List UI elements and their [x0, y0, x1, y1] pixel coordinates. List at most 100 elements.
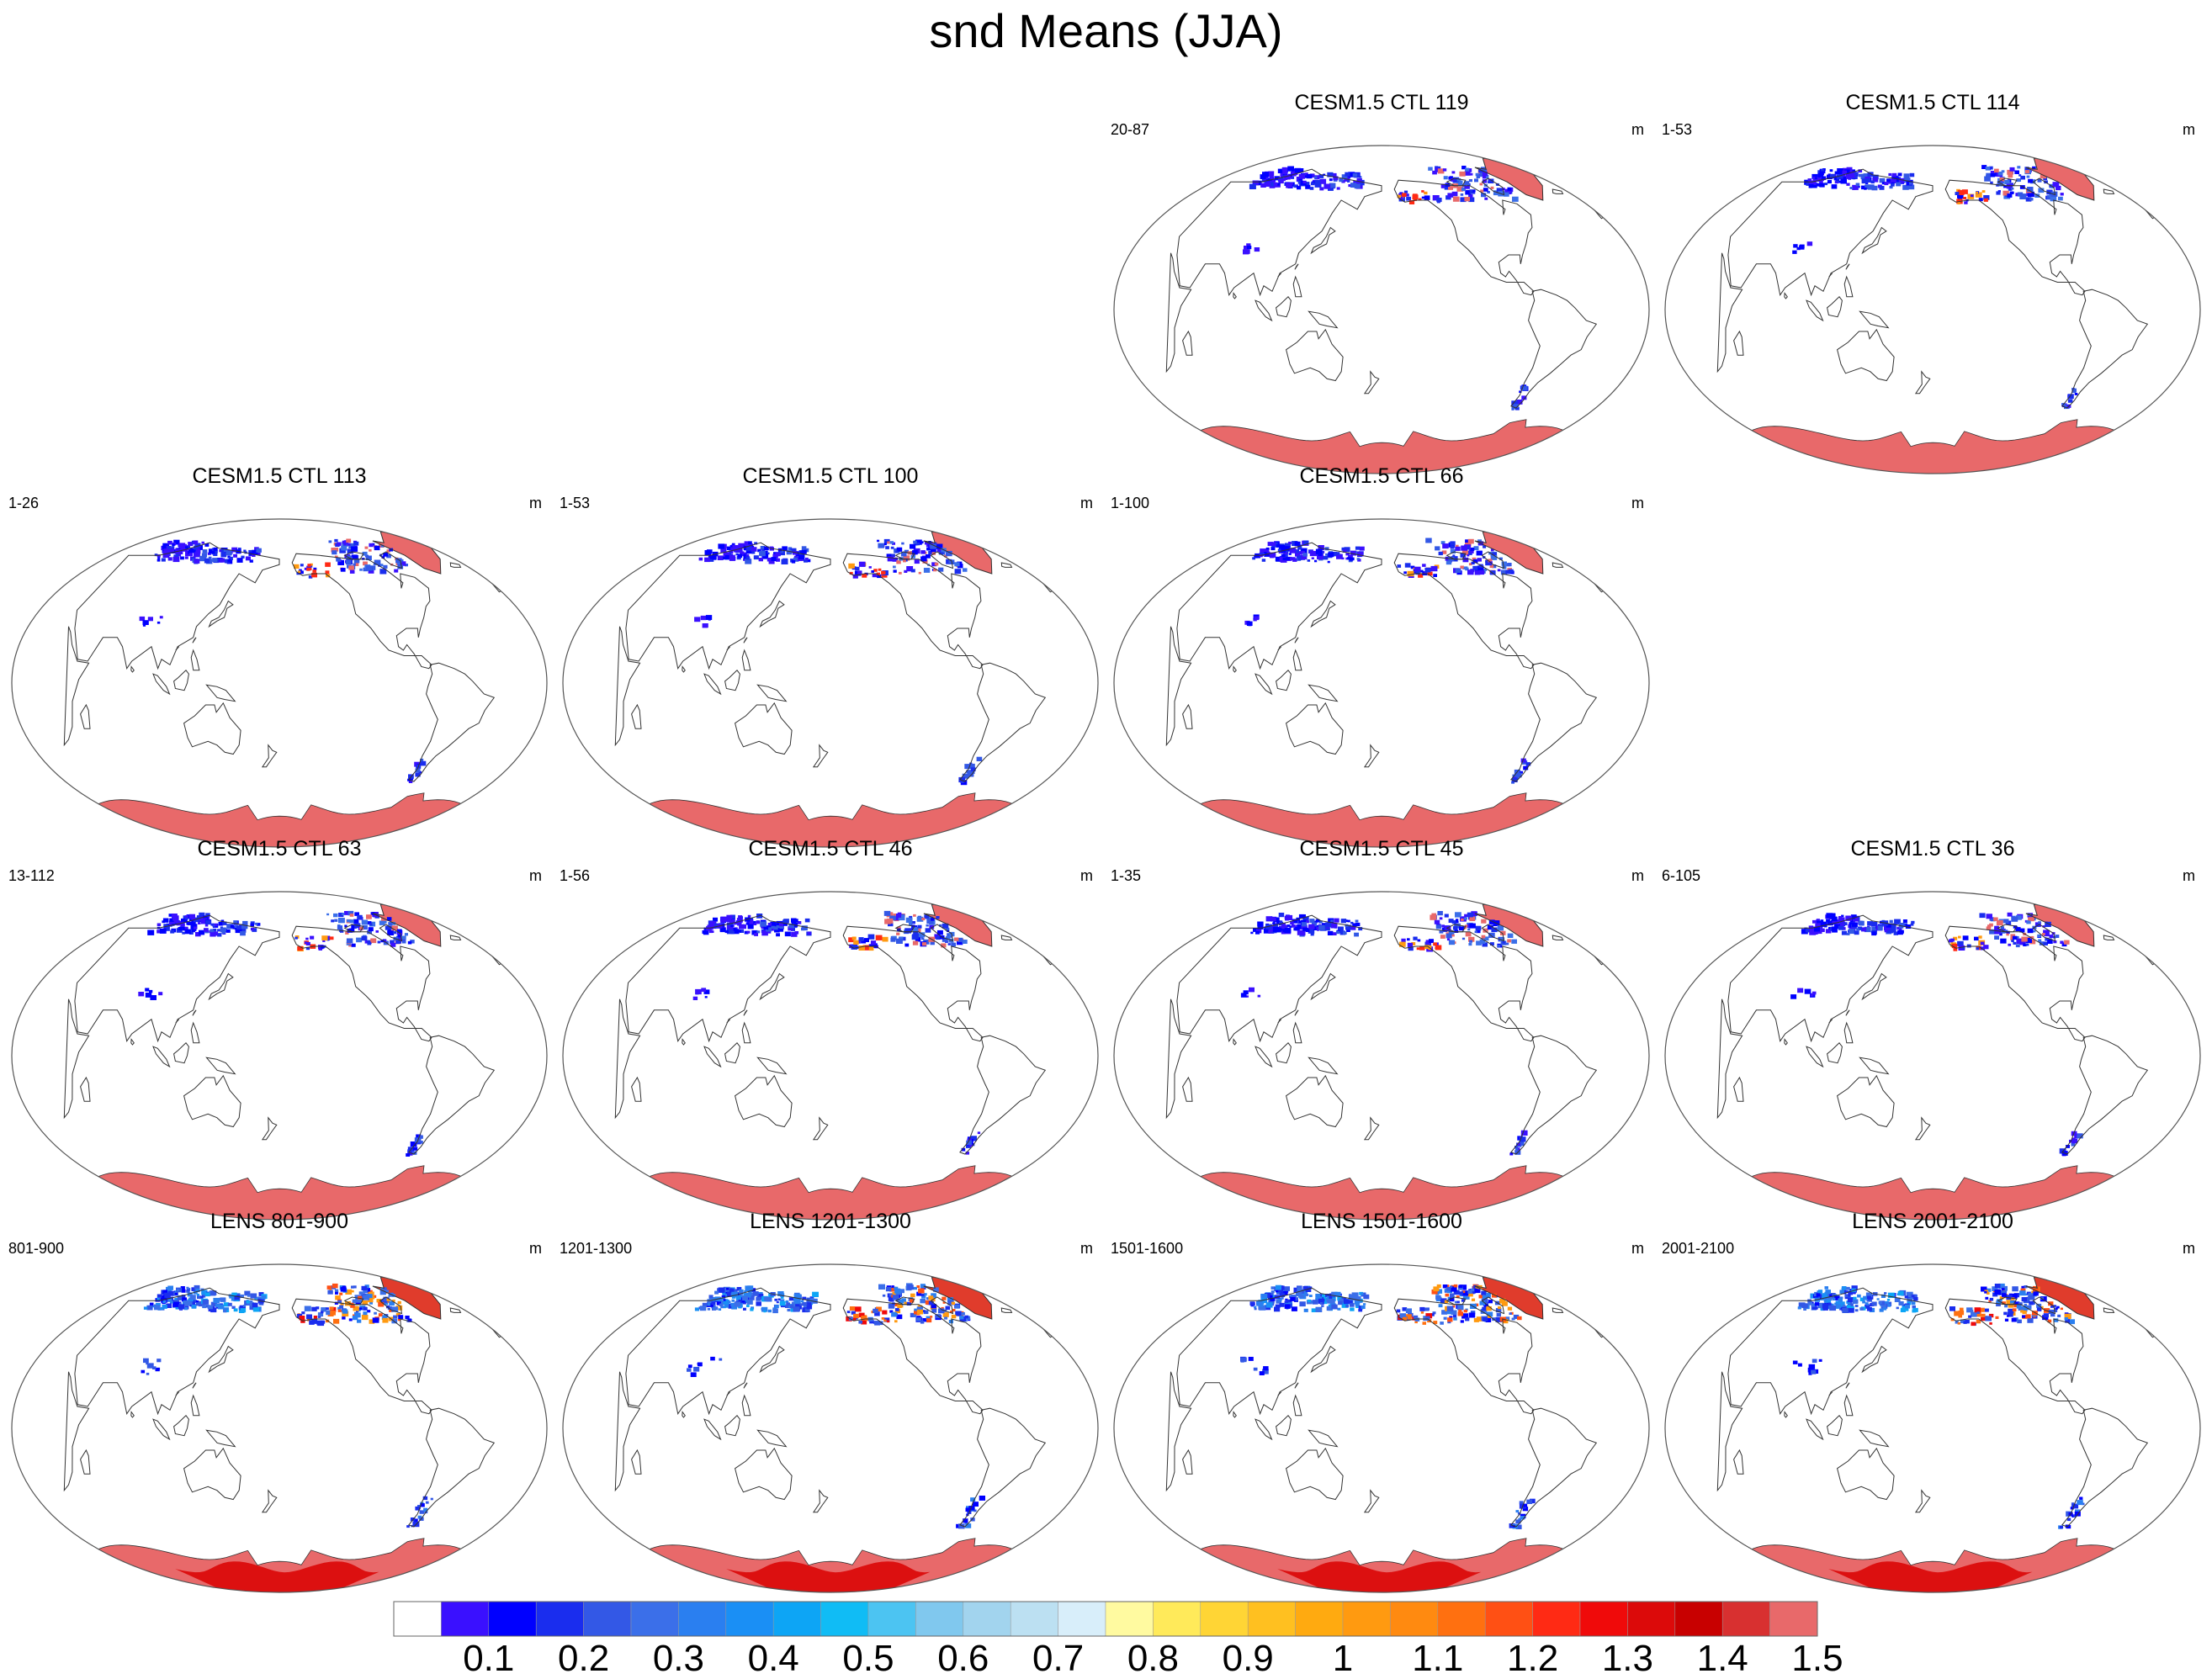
coastline	[343, 551, 364, 560]
snow-cell	[1515, 1524, 1522, 1529]
snow-cell	[1957, 202, 1960, 204]
snow-cell	[730, 1302, 735, 1306]
snow-cell	[920, 1284, 926, 1288]
snow-cell	[901, 1298, 906, 1302]
snow-cell	[321, 935, 328, 940]
coastline	[724, 1042, 740, 1064]
snow-cell	[162, 920, 165, 924]
snow-cell	[1435, 546, 1440, 551]
coastline	[80, 1449, 91, 1475]
coastline	[1784, 1038, 1788, 1046]
snow-cell	[1846, 173, 1851, 177]
coastline	[1255, 299, 1273, 322]
snow-cell	[2050, 1305, 2055, 1308]
colorbar-outline	[393, 1601, 1818, 1637]
snow-cell	[894, 1302, 899, 1306]
coastline	[1481, 177, 1505, 196]
snow-cell	[920, 1299, 926, 1304]
snow-cell	[183, 1300, 190, 1306]
coastline	[1176, 542, 1382, 670]
snow-cell	[1477, 565, 1484, 571]
snow-cell	[1473, 546, 1479, 550]
snow-cell	[1452, 1314, 1457, 1318]
snow-cell	[160, 1307, 163, 1311]
snow-cell	[223, 1309, 227, 1313]
snow-cell	[963, 1518, 968, 1523]
coastline	[2103, 935, 2115, 940]
colorbar-box	[1579, 1601, 1628, 1637]
snow-cell	[1461, 937, 1466, 940]
colorbar-box	[678, 1601, 727, 1637]
snow-cell	[358, 1291, 363, 1295]
snow-cell	[735, 1295, 741, 1300]
snow-cell	[412, 1147, 418, 1151]
snow-cell	[1831, 184, 1838, 189]
snow-cell	[367, 941, 372, 945]
snow-cell	[779, 1300, 786, 1306]
snow-cell	[786, 1302, 791, 1306]
snow-cell	[1339, 1298, 1345, 1303]
snow-cell	[1358, 1308, 1363, 1312]
snow-cell	[238, 548, 241, 550]
snow-cell	[1468, 943, 1472, 946]
snow-cell	[308, 575, 313, 579]
snow-cell	[806, 559, 811, 563]
snow-cell	[858, 561, 866, 567]
snow-cell	[1358, 927, 1363, 931]
snow-cell	[730, 546, 736, 552]
snow-cell	[339, 548, 346, 553]
snow-cell	[1970, 194, 1974, 198]
snow-cell	[188, 1299, 194, 1304]
snow-cell	[1255, 180, 1262, 186]
snow-cell	[899, 936, 904, 940]
snow-cell	[367, 1310, 371, 1313]
snow-cell	[747, 924, 754, 930]
snow-cell	[240, 927, 247, 933]
coastline	[682, 1411, 686, 1418]
snow-cell	[1984, 176, 1991, 182]
snow-cell	[1903, 173, 1910, 178]
snow-cell	[156, 923, 162, 926]
coastline	[894, 1296, 915, 1306]
snow-cell	[1476, 550, 1483, 556]
map-panel: CESM1.5 CTL 45 1-35 m	[1109, 837, 1654, 1232]
snow-cell	[1455, 912, 1461, 918]
snow-cell	[1284, 927, 1292, 934]
snow-cell	[1442, 1284, 1448, 1289]
colorbar-box	[630, 1601, 679, 1637]
snow-cell	[363, 561, 368, 566]
snow-cell	[727, 923, 734, 929]
snow-cell	[1456, 920, 1459, 924]
snow-cell	[1981, 1286, 1987, 1292]
snow-cell	[931, 562, 937, 567]
snow-cell	[1838, 923, 1844, 928]
snow-cell	[702, 1302, 708, 1308]
snow-cell	[1809, 926, 1817, 932]
snow-cell	[1449, 1293, 1455, 1297]
snow-cell	[220, 926, 223, 929]
snow-cell	[1790, 994, 1797, 999]
snow-cell	[767, 1309, 772, 1313]
snow-cell	[1260, 183, 1266, 188]
snow-cell	[1250, 931, 1254, 935]
snow-cell	[895, 550, 899, 553]
snow-cell	[1310, 182, 1315, 186]
snow-cell	[941, 943, 947, 948]
snow-cell	[1469, 189, 1476, 194]
snow-cell	[329, 1306, 334, 1311]
snow-cell	[383, 920, 387, 924]
snow-cell	[2045, 921, 2051, 927]
snow-cell	[1448, 186, 1453, 190]
snow-cell	[194, 545, 199, 550]
snow-cell	[1437, 168, 1445, 174]
snow-cell	[1336, 553, 1343, 559]
snow-cell	[1295, 1297, 1298, 1300]
snow-cell	[378, 1301, 385, 1307]
snow-cell	[397, 1300, 401, 1305]
colorbar-tick-label: 0.6	[937, 1638, 989, 1679]
snow-cell	[1529, 1498, 1536, 1504]
snow-cell	[2070, 1507, 2074, 1510]
snow-cell	[904, 928, 911, 934]
snow-cell	[318, 947, 322, 951]
snow-cell	[340, 568, 346, 572]
